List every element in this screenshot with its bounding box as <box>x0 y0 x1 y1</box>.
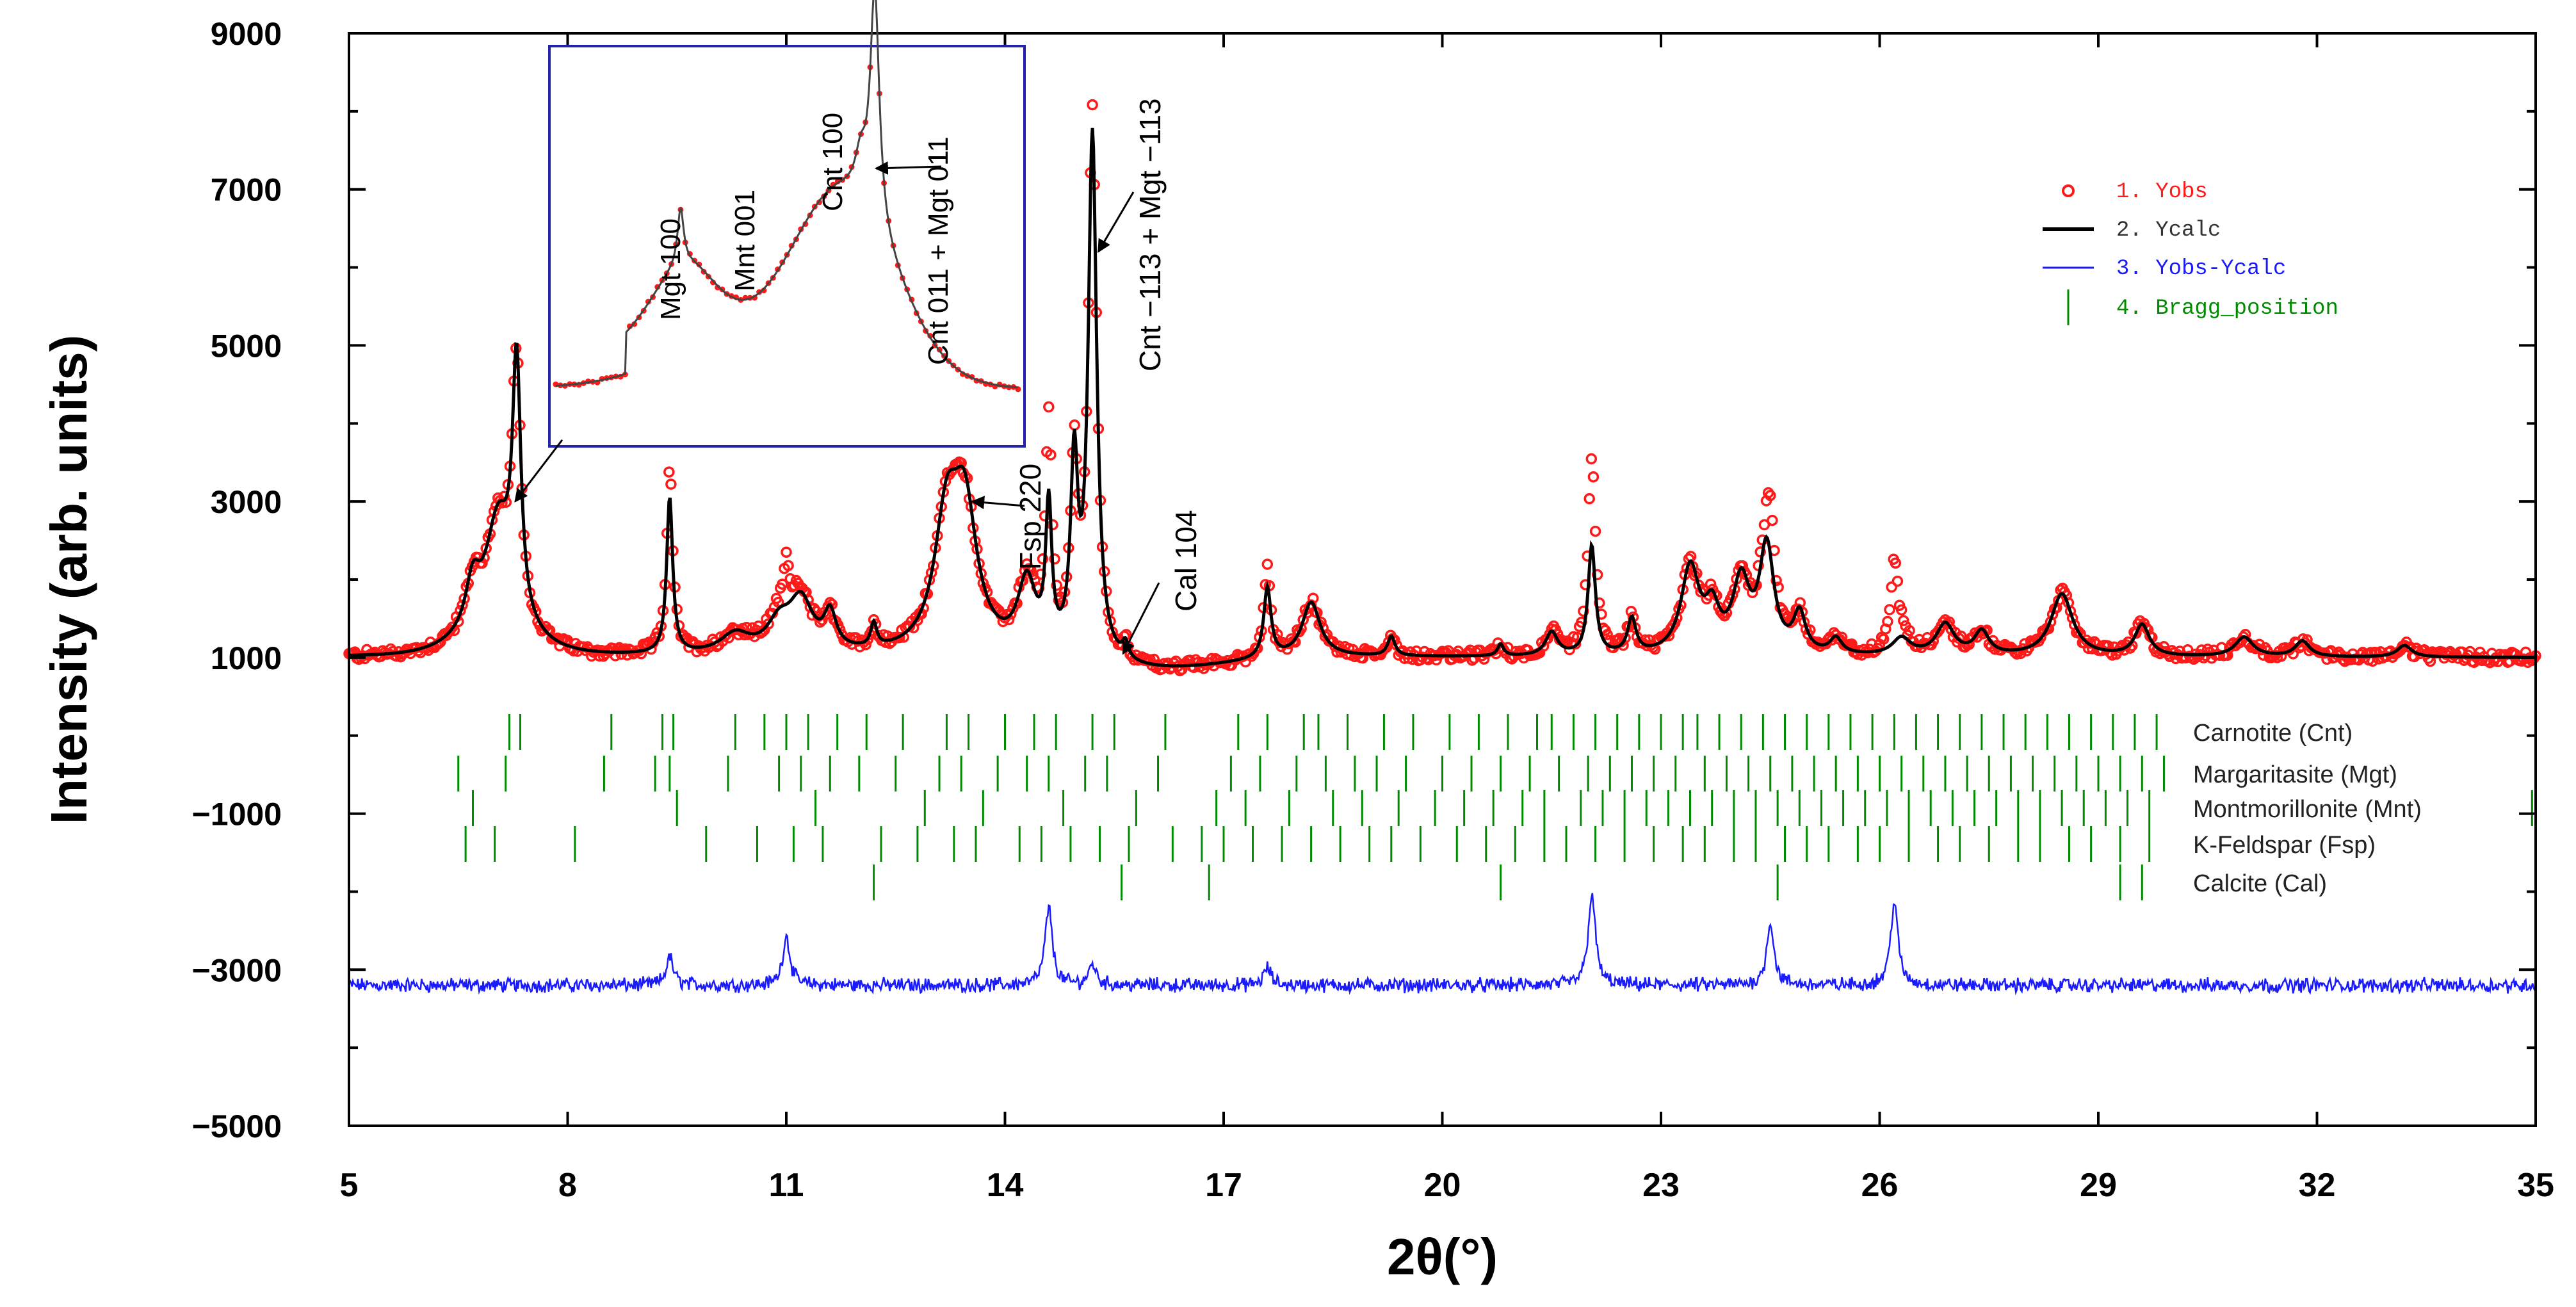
difference-curve-group <box>348 893 2537 996</box>
yobs-point-698 <box>1037 553 1049 565</box>
legend-marker-yobs <box>2062 184 2075 197</box>
annotations-group: Fsp 220 Cal 104 Cnt −113 + Mgt −113 <box>514 98 1203 655</box>
yobs-point-1254 <box>1589 525 1601 537</box>
yobs-point-706 <box>1045 449 1057 460</box>
annotation-cal104: Cal 104 <box>1169 510 1203 612</box>
yobs-point-1430 <box>1765 490 1776 501</box>
yobs-point-748 <box>1087 99 1098 111</box>
difference-line <box>348 893 2537 996</box>
y-tick-label-1: 7000 <box>211 172 282 208</box>
x-tick-label-5: 20 <box>1424 1167 1461 1204</box>
inset-label-1: Mnt 001 <box>729 190 761 291</box>
arrow-cnt113 <box>1097 191 1135 254</box>
yobs-point-1228 <box>1564 644 1575 656</box>
legend-group: 1. Yobs 2. Ycalc 3. Yobs-Ycalc 4. Bragg_pos… <box>2043 180 2338 325</box>
y-tick-label-4: 1000 <box>211 640 282 676</box>
yobs-point-1564 <box>1898 615 1909 626</box>
x-tick-label-2: 11 <box>769 1167 804 1204</box>
x-tick-label-9: 32 <box>2299 1167 2336 1204</box>
yobs-point-440 <box>781 546 792 558</box>
inset-arrow-cnt011 <box>874 161 942 175</box>
y-tick-label-3: 3000 <box>211 484 282 520</box>
phase-label-0: Carnotite (Cnt) <box>2193 720 2353 747</box>
yobs-point-1552 <box>1886 581 1897 593</box>
yobs-point-1242 <box>1578 605 1589 617</box>
annotation-fsp220: Fsp 220 <box>1014 464 1047 570</box>
inset-label-2: Cnt 100 <box>817 113 848 211</box>
x-tick-label-10: 35 <box>2517 1167 2554 1204</box>
yobs-point-1436 <box>1770 574 1782 587</box>
x-tick-label-0: 5 <box>340 1167 359 1204</box>
arrow-cal104 <box>1122 582 1160 655</box>
legend-label-2: 3. Yobs-Ycalc <box>2116 257 2286 281</box>
yobs-point-1252 <box>1587 471 1600 483</box>
yobs-point-1248 <box>1584 493 1595 505</box>
yobs-point-1558 <box>1891 575 1904 587</box>
yobs-point-1570 <box>1904 624 1915 637</box>
yobs-point-322 <box>663 466 675 478</box>
yobs-point-436 <box>777 578 788 590</box>
bragg-ticks-group: Carnotite (Cnt) Margaritasite (Mgt) Montmo… <box>457 714 2533 900</box>
yobs-point-1424 <box>1758 519 1770 531</box>
yobs-point-422 <box>763 618 774 630</box>
yobs-point-442 <box>782 560 794 571</box>
x-tick-label-8: 29 <box>2080 1167 2117 1204</box>
inset-frame <box>548 45 1026 448</box>
yobs-point-730 <box>1069 419 1080 431</box>
x-tick-label-7: 26 <box>1861 1167 1899 1204</box>
yobs-point-708 <box>1047 519 1058 531</box>
inset-pointer-arrow <box>514 439 563 503</box>
x-tick-label-3: 14 <box>987 1167 1024 1204</box>
legend-label-0: 1. Yobs <box>2116 180 2208 204</box>
yobs-point-1432 <box>1767 514 1778 526</box>
inset-ycalc-line <box>555 0 1019 389</box>
yobs-point-924 <box>1261 558 1274 570</box>
inset-group: Mgt 100 Mnt 001 Cnt 100 Cnt 011 + Mgt 011 <box>548 0 1026 448</box>
yobs-point-1250 <box>1585 453 1598 465</box>
annotation-cnt113: Cnt −113 + Mgt −113 <box>1133 98 1167 371</box>
x-tick-label-4: 17 <box>1205 1167 1242 1204</box>
inset-label-3: Cnt 011 + Mgt 011 <box>923 136 954 365</box>
phase-label-4: Calcite (Cal) <box>2193 870 2327 897</box>
yobs-point-1420 <box>1754 546 1766 558</box>
phase-label-2: Montmorillonite (Mnt) <box>2193 796 2422 823</box>
yobs-point-1548 <box>1882 615 1893 628</box>
yobs-point-1740 <box>2073 626 2084 638</box>
axes-group: 5 8 11 14 17 20 23 26 29 32 35 9000 7000 5000 3000 1000… <box>40 16 2554 1285</box>
y-tick-label-6: −3000 <box>192 952 282 988</box>
ycalc-line <box>349 127 2536 668</box>
yobs-point-666 <box>1005 608 1017 620</box>
legend-label-1: 2. Ycalc <box>2116 218 2221 243</box>
arrow-fsp220 <box>971 496 1025 510</box>
yobs-point-710 <box>1049 553 1060 565</box>
yobs-point-1556 <box>1890 557 1902 569</box>
yobs-point-1562 <box>1895 604 1908 616</box>
y-tick-label-0: 9000 <box>211 16 282 52</box>
inset-point-136 <box>710 279 716 286</box>
x-axis-label: 2θ(°) <box>1387 1228 1498 1285</box>
y-tick-label-7: −5000 <box>192 1108 282 1144</box>
yobs-point-1234 <box>1569 638 1582 650</box>
phase-label-3: K-Feldspar (Fsp) <box>2193 832 2376 859</box>
yobs-point-1550 <box>1884 604 1895 615</box>
yobs-point-1290 <box>1625 606 1637 617</box>
y-tick-label-5: −1000 <box>192 797 282 832</box>
legend-label-3: 4. Bragg_position <box>2116 296 2338 321</box>
y-tick-label-2: 5000 <box>211 328 282 364</box>
calculated-curve-group <box>349 127 2536 668</box>
yobs-point-1544 <box>1877 633 1890 645</box>
inset-label-0: Mgt 100 <box>655 218 686 320</box>
x-tick-label-6: 23 <box>1642 1167 1680 1204</box>
yobs-point-704 <box>1043 401 1055 413</box>
x-tick-label-1: 8 <box>558 1167 577 1204</box>
inset-point-124 <box>696 261 702 268</box>
yobs-point-324 <box>665 478 677 490</box>
yobs-point-712 <box>1051 580 1062 591</box>
phase-label-1: Margaritasite (Mgt) <box>2193 761 2397 788</box>
y-axis-label: Intensity (arb. units) <box>40 335 97 825</box>
